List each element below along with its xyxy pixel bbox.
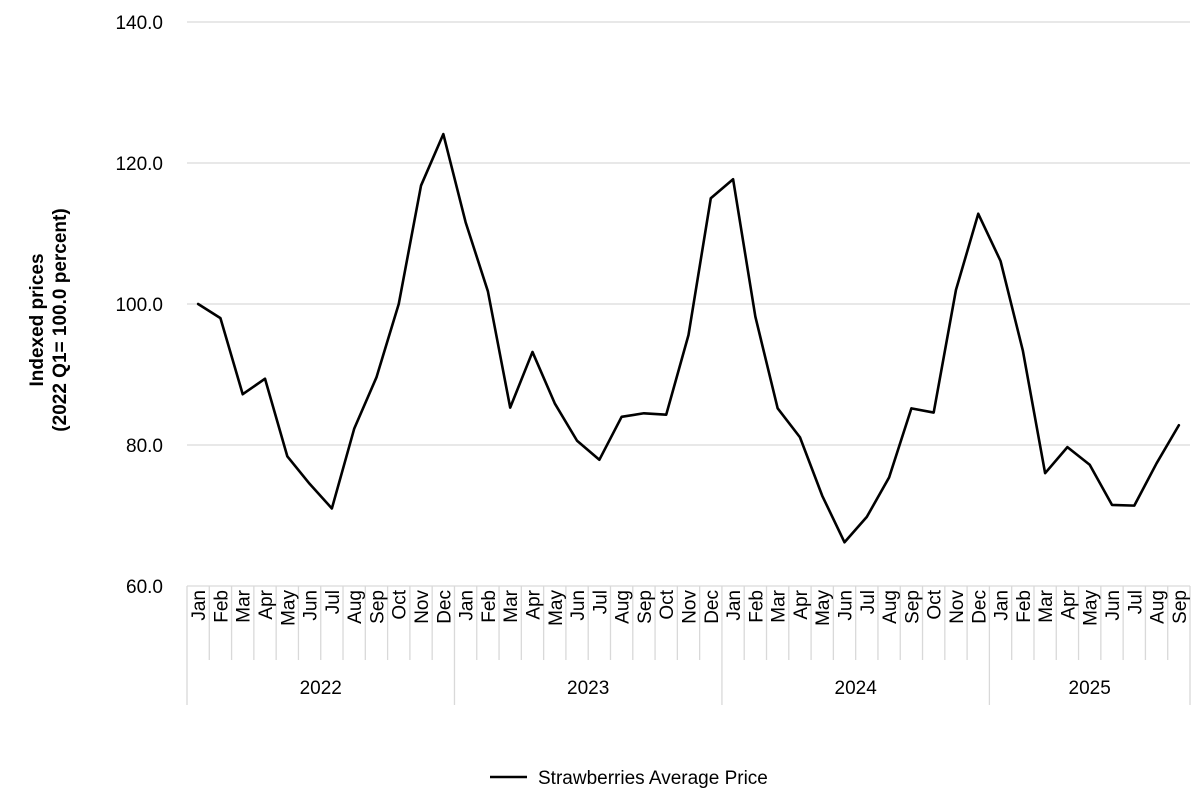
- x-tick-label: Feb: [479, 590, 500, 623]
- year-label: 2024: [835, 678, 878, 699]
- x-tick-label: Apr: [256, 589, 277, 619]
- x-tick-label: Jan: [189, 590, 210, 621]
- series-layer: [196, 132, 1181, 544]
- series-line: [196, 132, 1181, 544]
- y-tick-label: 140.0: [115, 13, 163, 34]
- x-tick-label: Dec: [434, 590, 455, 624]
- x-tick-label: Jan: [457, 590, 478, 621]
- x-tick-label: Aug: [613, 590, 634, 624]
- y-axis-title-line-1: Indexed prices: [27, 253, 48, 386]
- grid-lines: [187, 21, 1190, 446]
- x-tick-label: Jul: [323, 590, 344, 614]
- x-tick-label: Oct: [925, 589, 946, 619]
- x-tick-label: Sep: [635, 590, 656, 624]
- x-tick-label: Oct: [657, 589, 678, 619]
- y-tick-label: 60.0: [126, 577, 163, 598]
- x-tick-label: Jul: [1125, 590, 1146, 614]
- y-tick-label: 80.0: [126, 436, 163, 457]
- year-label: 2022: [300, 678, 342, 699]
- x-tick-label: Nov: [680, 590, 701, 624]
- y-tick-label: 100.0: [115, 295, 163, 316]
- y-axis-ticks: 60.0 80.0 100.0 120.0 140.0: [115, 13, 163, 598]
- x-tick-label: May: [546, 590, 567, 626]
- x-tick-label: Apr: [791, 589, 812, 619]
- x-tick-label: Oct: [390, 589, 411, 619]
- x-tick-label: Jun: [301, 590, 322, 621]
- x-axis: Jan Feb Mar Apr May Jun Jul Aug Sep Oct Nov Dec Jan F…: [186, 585, 1191, 705]
- legend: Strawberries Average Price: [490, 768, 768, 789]
- x-tick-label: Jun: [836, 590, 857, 621]
- x-tick-label: Aug: [880, 590, 901, 624]
- x-tick-label: May: [1081, 590, 1102, 626]
- x-tick-label: Jan: [724, 590, 745, 621]
- x-tick-label: Aug: [1148, 590, 1169, 624]
- x-tick-label: Dec: [969, 590, 990, 624]
- x-tick-label: Sep: [1170, 590, 1191, 624]
- x-tick-label: Aug: [345, 590, 366, 624]
- x-tick-label: Sep: [367, 590, 388, 624]
- x-tick-label: Sep: [902, 590, 923, 624]
- x-tick-label: Nov: [947, 590, 968, 624]
- x-tick-label: Mar: [501, 589, 522, 622]
- y-axis-title: Indexed prices (2022 Q1= 100.0 percent): [27, 208, 71, 431]
- x-tick-label: Feb: [211, 590, 232, 623]
- x-tick-label: Jan: [992, 590, 1013, 621]
- x-tick-label: Feb: [1014, 590, 1035, 623]
- x-tick-label: Mar: [769, 589, 790, 622]
- x-tick-label: May: [813, 590, 834, 626]
- year-label: 2025: [1069, 678, 1111, 699]
- year-label: 2023: [567, 678, 609, 699]
- x-tick-label: Mar: [1036, 589, 1057, 622]
- x-tick-label: Dec: [702, 590, 723, 624]
- x-tick-label: Jul: [858, 590, 879, 614]
- x-tick-label: Jun: [1103, 590, 1124, 621]
- x-tick-label: Mar: [234, 589, 255, 622]
- x-tick-label: May: [278, 590, 299, 626]
- legend-label: Strawberries Average Price: [538, 768, 768, 789]
- x-tick-label: Apr: [523, 589, 544, 619]
- x-tick-label: Jul: [590, 590, 611, 614]
- x-tick-label: Feb: [746, 590, 767, 623]
- y-tick-label: 120.0: [115, 154, 163, 175]
- x-tick-label: Jun: [568, 590, 589, 621]
- x-tick-label: Apr: [1058, 589, 1079, 619]
- y-axis-title-line-2: (2022 Q1= 100.0 percent): [50, 208, 71, 431]
- x-tick-label: Nov: [412, 590, 433, 624]
